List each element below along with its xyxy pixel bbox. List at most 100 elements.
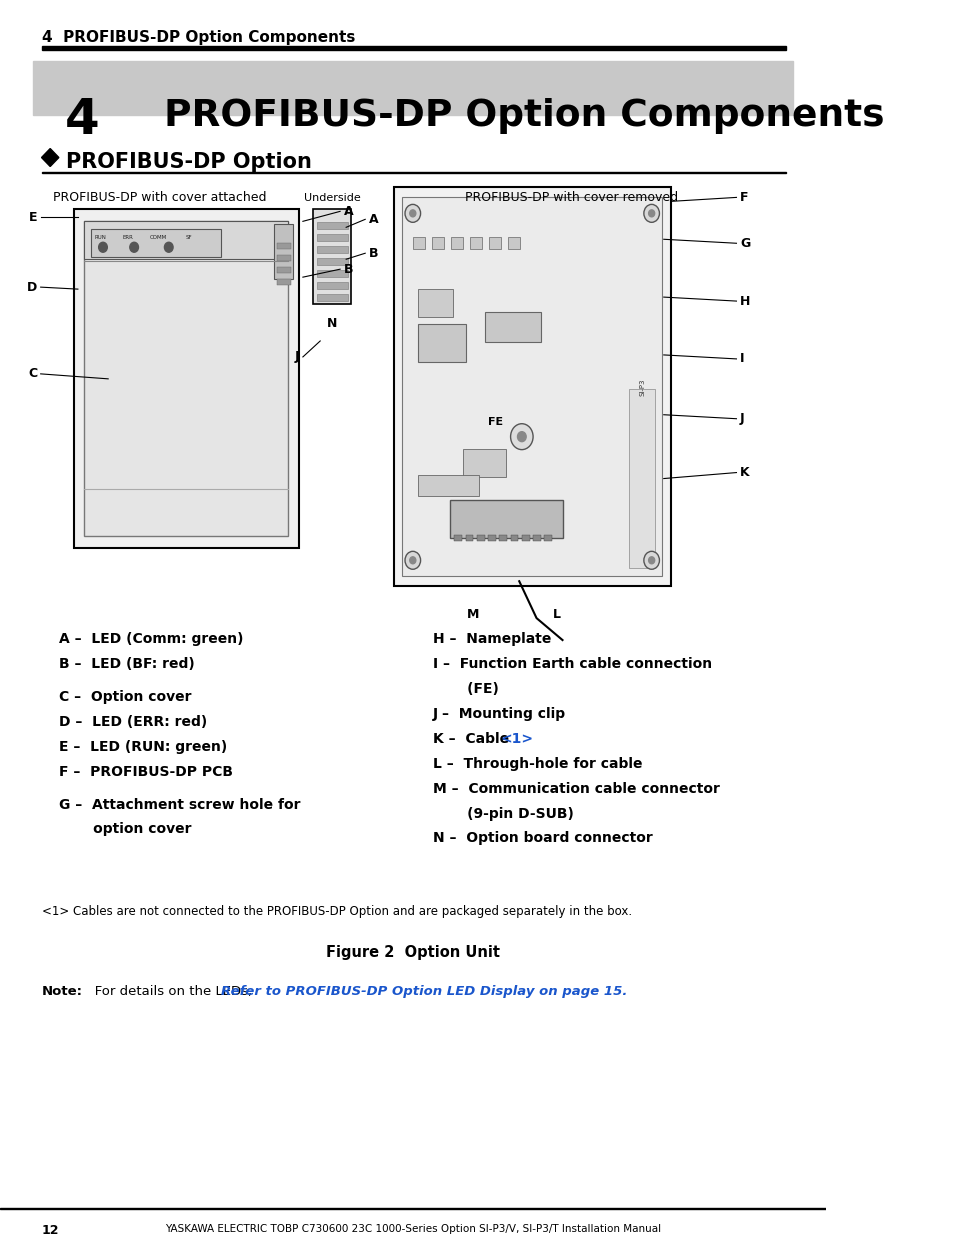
Bar — [316, 222, 348, 229]
Circle shape — [130, 242, 138, 252]
Text: K: K — [740, 466, 749, 479]
Bar — [73, 210, 298, 548]
Bar — [316, 234, 348, 242]
Text: FE: FE — [488, 417, 503, 427]
Bar — [533, 536, 540, 542]
Text: YASKAWA ELECTRIC TOBP C730600 23C 1000-Series Option SI-P3/V, SI-P3/T Installati: YASKAWA ELECTRIC TOBP C730600 23C 1000-S… — [165, 1224, 660, 1234]
Bar — [413, 237, 424, 249]
Bar — [316, 270, 348, 278]
Text: 12: 12 — [42, 1224, 59, 1238]
Bar — [313, 210, 351, 304]
Text: L –  Through-hole for cable: L – Through-hole for cable — [433, 756, 641, 771]
Text: M: M — [467, 608, 479, 621]
Text: For details on the LEDs,: For details on the LEDs, — [82, 985, 256, 998]
Text: SF: SF — [186, 236, 193, 241]
Bar — [454, 536, 461, 542]
Text: I –  Function Earth cable connection: I – Function Earth cable connection — [433, 657, 711, 671]
Text: Figure 2  Option Unit: Figure 2 Option Unit — [326, 945, 499, 960]
Text: A: A — [368, 213, 378, 226]
Bar — [402, 197, 661, 577]
Text: F –  PROFIBUS-DP PCB: F – PROFIBUS-DP PCB — [59, 765, 233, 779]
Bar — [462, 449, 506, 476]
Circle shape — [643, 205, 659, 222]
Text: A: A — [343, 205, 353, 218]
Bar — [507, 237, 519, 249]
Bar — [42, 46, 785, 50]
Text: A –  LED (Comm: green): A – LED (Comm: green) — [59, 632, 243, 646]
Text: E –  LED (RUN: green): E – LED (RUN: green) — [59, 740, 227, 754]
Text: H –  Nameplate: H – Nameplate — [433, 632, 551, 646]
Bar — [84, 221, 288, 537]
Bar — [42, 172, 785, 174]
Text: I: I — [740, 352, 743, 366]
Circle shape — [510, 424, 533, 450]
Text: N –  Option board connector: N – Option board connector — [433, 832, 652, 846]
Bar — [484, 312, 540, 342]
Text: RUN: RUN — [94, 236, 106, 241]
Bar — [316, 247, 348, 253]
Text: <1> Cables are not connected to the PROFIBUS-DP Option and are packaged separate: <1> Cables are not connected to the PROF… — [42, 905, 631, 919]
Text: 4: 4 — [65, 95, 99, 144]
Bar — [316, 258, 348, 265]
Text: PROFIBUS-DP with cover removed: PROFIBUS-DP with cover removed — [464, 191, 677, 205]
Circle shape — [405, 205, 420, 222]
Circle shape — [405, 552, 420, 569]
Bar — [91, 229, 220, 257]
Text: Note:: Note: — [42, 985, 83, 998]
Circle shape — [410, 210, 416, 217]
Text: G –  Attachment screw hole for: G – Attachment screw hole for — [59, 797, 300, 811]
Bar — [488, 536, 496, 542]
Text: J: J — [740, 412, 743, 425]
Bar — [394, 187, 670, 587]
Bar — [417, 289, 452, 317]
Text: ERR: ERR — [122, 236, 132, 241]
Text: N: N — [327, 317, 337, 330]
Text: SI-P3: SI-P3 — [639, 378, 644, 396]
Bar — [510, 536, 517, 542]
Circle shape — [410, 557, 416, 564]
Bar — [276, 279, 291, 285]
Bar — [451, 237, 462, 249]
Bar — [276, 255, 291, 262]
Bar — [628, 389, 655, 568]
Bar — [32, 61, 792, 114]
Text: (FE): (FE) — [433, 682, 498, 696]
Polygon shape — [42, 149, 59, 166]
Bar — [489, 237, 500, 249]
Text: PROFIBUS-DP Option: PROFIBUS-DP Option — [66, 151, 312, 171]
Bar — [316, 283, 348, 289]
Text: B: B — [368, 247, 377, 259]
Text: F: F — [740, 191, 748, 203]
Bar — [498, 536, 507, 542]
Text: Refer to PROFIBUS-DP Option LED Display on page 15.: Refer to PROFIBUS-DP Option LED Display … — [220, 985, 626, 998]
Text: B –  LED (BF: red): B – LED (BF: red) — [59, 657, 194, 671]
Text: J: J — [294, 351, 299, 363]
Text: H: H — [740, 295, 749, 308]
Bar — [274, 224, 294, 279]
Bar — [470, 237, 481, 249]
Circle shape — [648, 210, 654, 217]
Text: PROFIBUS-DP with cover attached: PROFIBUS-DP with cover attached — [53, 191, 267, 205]
Text: B: B — [343, 263, 353, 275]
Bar — [432, 237, 443, 249]
Bar — [417, 475, 478, 496]
Text: J –  Mounting clip: J – Mounting clip — [433, 707, 565, 720]
Circle shape — [643, 552, 659, 569]
Bar — [476, 536, 484, 542]
Text: E: E — [29, 211, 37, 224]
Bar — [276, 267, 291, 273]
Bar — [316, 294, 348, 301]
Text: C: C — [28, 367, 37, 381]
Bar — [84, 221, 288, 259]
Bar — [521, 536, 529, 542]
Text: PROFIBUS-DP Option Components: PROFIBUS-DP Option Components — [164, 98, 884, 134]
Text: Underside: Underside — [304, 193, 360, 203]
Text: L: L — [552, 608, 559, 621]
Text: (9-pin D-SUB): (9-pin D-SUB) — [433, 806, 573, 821]
Text: D: D — [27, 280, 37, 294]
Circle shape — [517, 432, 526, 441]
Bar — [465, 536, 473, 542]
Bar — [276, 243, 291, 249]
Text: G: G — [740, 237, 749, 249]
Text: COMM: COMM — [150, 236, 167, 241]
